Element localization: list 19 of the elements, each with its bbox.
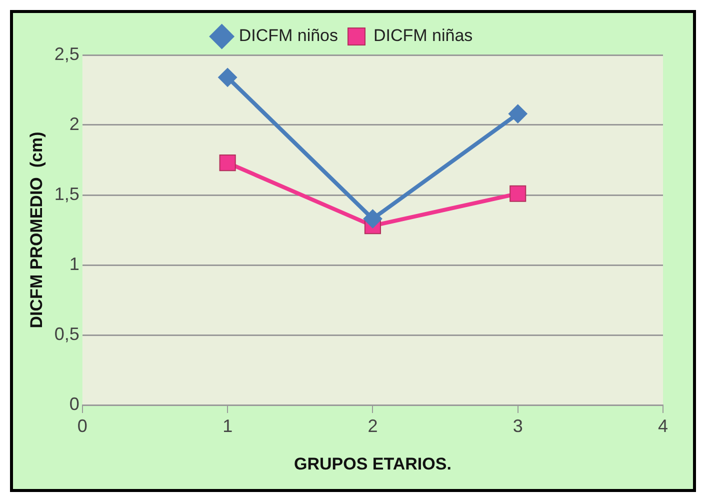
x-axis-title: GRUPOS ETARIOS. [294, 454, 452, 474]
x-tick-label: 4 [658, 416, 668, 436]
legend-label: DICFM niños [238, 26, 338, 46]
point [363, 209, 382, 228]
y-tick-label: 0 [69, 394, 80, 414]
y-tick-label: 1 [69, 254, 80, 274]
point [508, 104, 528, 124]
point [219, 154, 236, 172]
x-tick-label: 2 [368, 416, 378, 436]
y-tick-label: 2,5 [54, 44, 80, 64]
x-tick-label: 1 [222, 416, 233, 436]
y-tick-label: 1,5 [54, 184, 80, 204]
point [218, 68, 238, 87]
y-tick-label: 0,5 [54, 324, 80, 344]
legend-label: DICFM niñas [374, 26, 473, 46]
y-axis-title: DICFM PROMEDIO (cm) [26, 132, 46, 328]
point [510, 185, 526, 202]
y-tick-label: 2 [69, 114, 80, 134]
x-tick-label: 3 [512, 416, 523, 436]
